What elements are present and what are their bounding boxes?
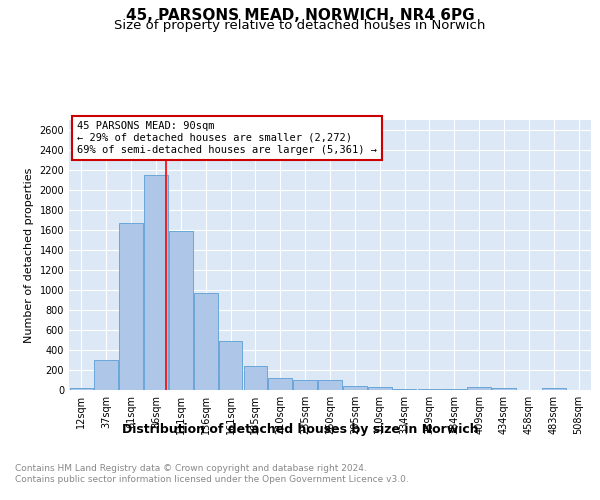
Bar — [343, 386, 367, 390]
Y-axis label: Number of detached properties: Number of detached properties — [24, 168, 34, 342]
Bar — [368, 387, 392, 390]
Bar — [169, 231, 193, 390]
Bar — [244, 366, 267, 390]
Bar — [219, 341, 242, 390]
Bar — [318, 380, 342, 390]
Text: 45 PARSONS MEAD: 90sqm
← 29% of detached houses are smaller (2,272)
69% of semi-: 45 PARSONS MEAD: 90sqm ← 29% of detached… — [77, 122, 377, 154]
Bar — [293, 380, 317, 390]
Text: Contains public sector information licensed under the Open Government Licence v3: Contains public sector information licen… — [15, 475, 409, 484]
Bar — [467, 387, 491, 390]
Bar — [70, 388, 93, 390]
Bar — [442, 388, 466, 390]
Bar — [268, 378, 292, 390]
Bar — [418, 388, 441, 390]
Text: 45, PARSONS MEAD, NORWICH, NR4 6PG: 45, PARSONS MEAD, NORWICH, NR4 6PG — [125, 8, 475, 22]
Bar — [119, 223, 143, 390]
Bar — [94, 360, 118, 390]
Bar — [492, 388, 516, 390]
Bar — [144, 175, 168, 390]
Text: Contains HM Land Registry data © Crown copyright and database right 2024.: Contains HM Land Registry data © Crown c… — [15, 464, 367, 473]
Bar — [393, 388, 416, 390]
Bar — [542, 388, 566, 390]
Bar — [194, 293, 218, 390]
Text: Distribution of detached houses by size in Norwich: Distribution of detached houses by size … — [122, 422, 478, 436]
Text: Size of property relative to detached houses in Norwich: Size of property relative to detached ho… — [115, 18, 485, 32]
